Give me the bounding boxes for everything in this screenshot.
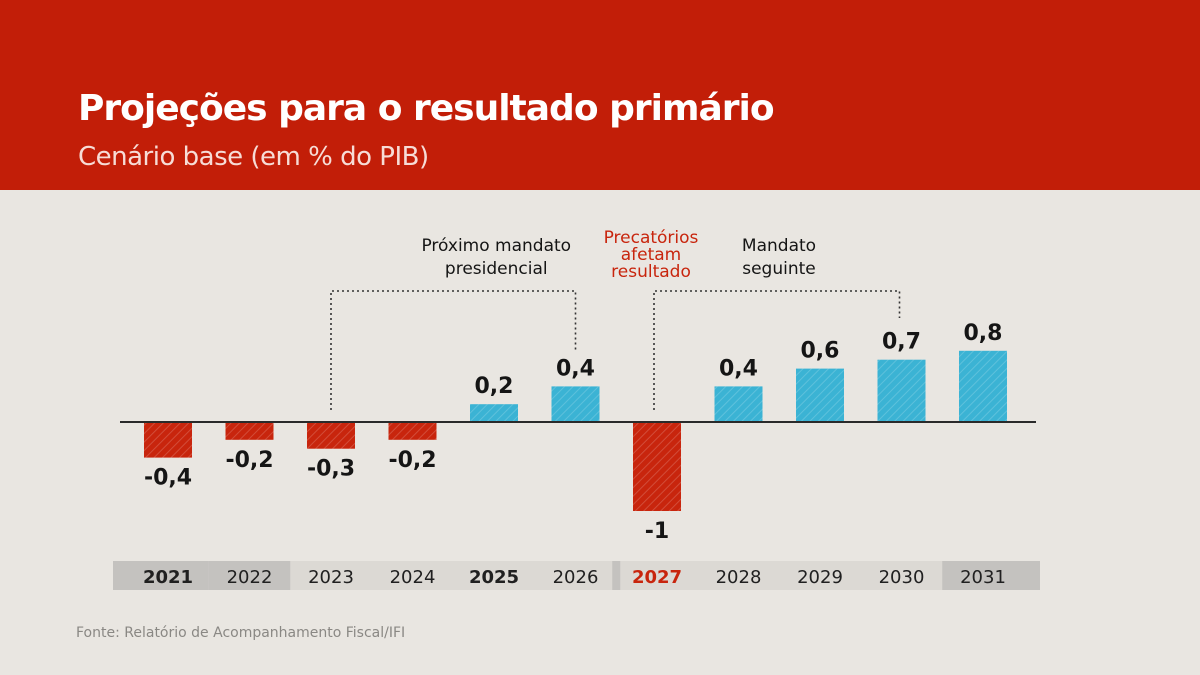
x-tick-label: 2021 xyxy=(143,567,193,588)
value-label-2023: -0,3 xyxy=(307,457,355,482)
bar-texture xyxy=(796,368,844,422)
value-label-2028: 0,4 xyxy=(719,356,758,381)
source-note: Fonte: Relatório de Acompanhamento Fisca… xyxy=(76,625,406,641)
value-label-2025: 0,2 xyxy=(475,374,514,399)
x-tick-label: 2028 xyxy=(716,567,762,588)
x-tick-label: 2024 xyxy=(390,567,436,588)
value-label-2026: 0,4 xyxy=(556,356,595,381)
annotation-next-mandate-line: presidencial xyxy=(445,259,548,279)
bar-texture xyxy=(144,422,192,458)
x-tick-label: 2029 xyxy=(797,567,843,588)
bar-texture xyxy=(307,422,355,449)
x-tick-label: 2023 xyxy=(308,567,354,588)
year-cell-shade xyxy=(208,561,291,590)
annotation-precatorios-line: resultado xyxy=(611,262,691,282)
value-label-2024: -0,2 xyxy=(388,448,436,473)
bar-texture xyxy=(959,350,1007,422)
bar-texture xyxy=(714,386,763,422)
bar-texture xyxy=(225,422,274,440)
x-tick-label: 2031 xyxy=(960,567,1006,588)
value-label-2029: 0,6 xyxy=(801,339,840,364)
bracket-next-mandate xyxy=(330,290,577,410)
bracket-following-mandate xyxy=(653,290,901,410)
year-divider xyxy=(612,561,621,590)
value-label-2022: -0,2 xyxy=(225,448,273,473)
annotation-precatorios-line: Precatórios xyxy=(604,228,699,248)
bar-texture xyxy=(388,422,437,440)
bar-texture xyxy=(470,404,518,422)
annotation-precatorios-line: afetam xyxy=(621,245,682,265)
x-tick-label: 2026 xyxy=(553,567,599,588)
chart-title: Projeções para o resultado primário xyxy=(78,88,775,129)
year-cell-shade xyxy=(942,561,1040,590)
annotation-next-mandate-line: Próximo mandato xyxy=(421,236,571,256)
x-tick-label: 2027 xyxy=(632,567,682,588)
value-label-2031: 0,8 xyxy=(964,321,1003,346)
annotation-following-mandate-line: seguinte xyxy=(742,259,816,279)
bar-texture xyxy=(877,359,926,422)
bar-texture xyxy=(633,422,681,511)
bar-texture xyxy=(551,386,600,422)
annotation-following-mandate-line: Mandato xyxy=(742,236,816,256)
x-tick-label: 2030 xyxy=(879,567,925,588)
x-tick-label: 2022 xyxy=(227,567,273,588)
year-cell-shade xyxy=(113,561,209,590)
x-tick-label: 2025 xyxy=(469,567,519,588)
value-label-2027: -1 xyxy=(645,519,669,544)
header-band: Projeções para o resultado primário Cená… xyxy=(0,0,1200,190)
chart-subtitle: Cenário base (em % do PIB) xyxy=(78,142,429,172)
value-label-2021: -0,4 xyxy=(144,466,192,491)
value-label-2030: 0,7 xyxy=(882,330,921,355)
